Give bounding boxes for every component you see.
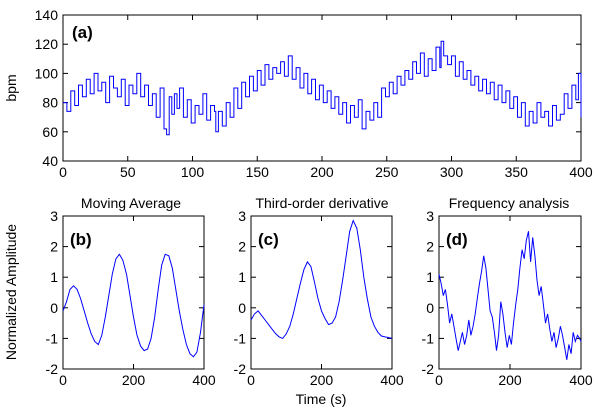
panel-a-y-label: bpm — [3, 74, 19, 101]
panel-c-x-tick-label: 200 — [310, 372, 334, 388]
panel-a-x-tick-label: 200 — [310, 164, 334, 180]
panel-c-x-ticks: 0 200 400 — [247, 216, 404, 388]
panel-c-series-line — [250, 219, 393, 340]
panel-b-letter: (b) — [70, 230, 92, 249]
panel-b-y-label: Normalized Amplitude — [3, 224, 19, 360]
panel-b-x-tick-label: 400 — [192, 372, 216, 388]
panel-a-y-tick-label: 60 — [42, 124, 58, 140]
panel-a-x-tick-label: 400 — [569, 164, 593, 180]
panel-b-x-ticks: 0 200 400 — [59, 216, 216, 388]
panel-c: Third-order derivative 0 200 400 -2-10123 … — [234, 195, 404, 407]
panel-c-x-label: Time (s) — [296, 391, 347, 407]
panel-b-y-tick-label: 2 — [50, 239, 58, 255]
panel-c-y-tick-label: 3 — [238, 208, 246, 224]
panel-d-y-tick-label: 3 — [426, 208, 434, 224]
panel-d-x-ticks: 0 200 400 — [435, 216, 593, 388]
panel-b-x-tick-label: 0 — [59, 372, 67, 388]
panel-d-x-tick-label: 200 — [498, 372, 522, 388]
panel-a-x-tick-label: 0 — [59, 164, 67, 180]
panel-d-y-tick-label: 1 — [426, 269, 434, 285]
panel-b-y-tick-label: 0 — [50, 300, 58, 316]
panel-b-y-tick-label: -2 — [46, 361, 59, 377]
panel-a-series-line — [63, 40, 582, 136]
panel-a-x-tick-label: 350 — [505, 164, 529, 180]
panel-a-y-tick-label: 80 — [42, 95, 58, 111]
panel-d: Frequency analysis 0 200 400 -2 -1 0 1 2 3 (d) — [422, 195, 593, 388]
panel-c-y-tick-label: 2 — [238, 239, 246, 255]
panel-a-x-ticks: 0 50 100 150 200 250 300 350 400 — [59, 15, 593, 180]
panel-a-y-ticks: 40 60 80 100 120 140 — [35, 7, 581, 169]
panel-b-title: Moving Average — [81, 195, 181, 211]
panel-d-y-tick-label: 2 — [426, 239, 434, 255]
panel-c-y-ticks: -2 -1 0 1 2 3 — [234, 208, 392, 377]
panel-a-y-tick-label: 40 — [42, 153, 58, 169]
panel-a-x-tick-label: 150 — [246, 164, 270, 180]
panel-d-title: Frequency analysis — [449, 195, 570, 211]
panel-d-x-tick-label: 0 — [435, 372, 443, 388]
panel-d-y-tick-label: -2 — [422, 361, 435, 377]
panel-c-letter: (c) — [258, 230, 279, 249]
panel-a-y-tick-label: 140 — [35, 7, 59, 23]
panel-a-x-tick-label: 250 — [375, 164, 399, 180]
panel-a-y-tick-label: 120 — [35, 36, 59, 52]
panel-c-y-tick-label: 0 — [238, 300, 246, 316]
panel-b-y-tick-label: 1 — [50, 269, 58, 285]
panel-b: Moving Average 0 200 400 -2 -1 0 1 2 3 (b) Norm… — [3, 195, 216, 388]
panel-c-x-tick-label: 0 — [247, 372, 255, 388]
panel-d-letter: (d) — [446, 230, 468, 249]
panel-b-y-tick-label: -1 — [46, 330, 59, 346]
panel-a: 0 50 100 150 200 250 300 350 400 40 60 80 100 120 140… — [3, 7, 593, 180]
panel-b-series-line — [62, 253, 205, 358]
panel-b-y-tick-label: 3 — [50, 208, 58, 224]
panel-b-y-ticks: -2 -1 0 1 2 3 — [46, 208, 204, 377]
panel-a-x-tick-label: 50 — [120, 164, 136, 180]
panel-c-x-tick-label: 400 — [380, 372, 404, 388]
panel-d-y-tick-label: -1 — [422, 330, 435, 346]
panel-c-y-tick-label: -2 — [234, 361, 247, 377]
panel-d-y-ticks: -2 -1 0 1 2 3 — [422, 208, 581, 377]
panel-d-series-line — [438, 231, 582, 360]
panel-a-x-tick-label: 300 — [440, 164, 464, 180]
panel-d-x-tick-label: 400 — [569, 372, 593, 388]
panel-a-letter: (a) — [72, 23, 93, 42]
panel-c-title: Third-order derivative — [255, 195, 388, 211]
panel-a-x-tick-label: 100 — [181, 164, 205, 180]
panel-b-x-tick-label: 200 — [122, 372, 146, 388]
panel-a-y-tick-label: 100 — [35, 65, 59, 81]
panel-c-y-tick-label: 1 — [238, 269, 246, 285]
panel-c-y-tick-label: -1 — [234, 330, 247, 346]
panel-d-y-tick-label: 0 — [426, 300, 434, 316]
